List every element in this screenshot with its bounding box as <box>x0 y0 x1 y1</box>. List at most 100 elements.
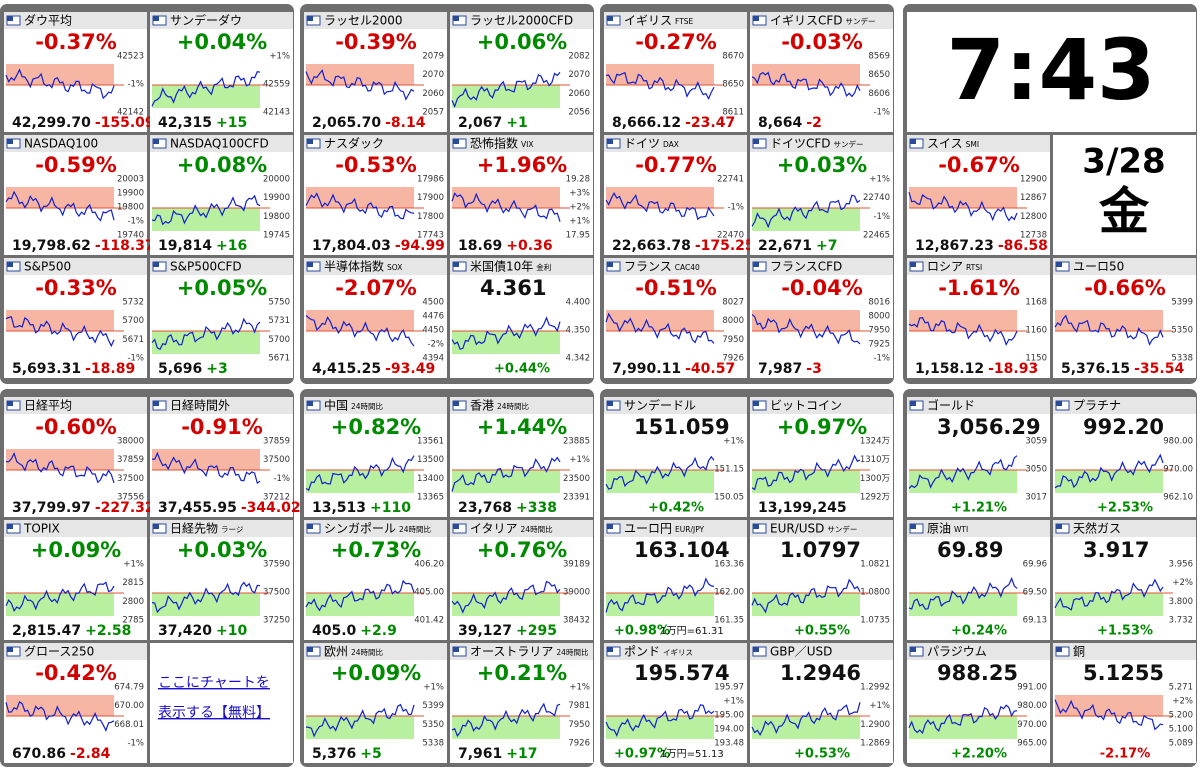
diff: +3 <box>206 361 227 377</box>
axis-label: 5732 <box>122 298 144 308</box>
ticker-name: 天然ガス <box>1073 521 1121 536</box>
tile-header <box>304 258 447 275</box>
price: 5,696 <box>158 361 202 377</box>
axis-label: 1310万 <box>860 455 890 465</box>
ticker-name: 日経平均 <box>24 399 72 413</box>
axis-label: 405.00 <box>414 588 444 598</box>
price: 42,299.70 <box>12 115 91 131</box>
tile-header <box>750 643 893 660</box>
ticker-sub: EUR/JPY <box>675 525 705 534</box>
price-main: 3.917 <box>1083 538 1149 562</box>
tile-bg <box>304 643 447 763</box>
tile-bg <box>450 258 593 378</box>
ad-link[interactable]: ここにチャートを <box>158 675 270 691</box>
axis-label: +1% <box>569 455 590 465</box>
axis-label: 5700 <box>122 316 144 326</box>
change-main: -0.27% <box>635 30 717 54</box>
diff: -18.89 <box>85 361 135 377</box>
axis-label: 39189 <box>563 560 590 570</box>
tile-header <box>1053 643 1196 660</box>
axis-label: 195.97 <box>714 683 744 693</box>
chart-fill <box>1055 695 1163 716</box>
ticker-tile: S&P500CFD 5750 5731 5700 5671 +0.05% 5,696 +3 <box>150 258 293 378</box>
ticker-name: ダウ平均 <box>24 13 72 28</box>
price: 19,798.62 <box>12 238 91 254</box>
axis-label: 8016 <box>868 298 890 308</box>
axis-label: +2% <box>1172 697 1193 707</box>
ticker-tile: スイス SMI 12900 12867 12800 12738 -0.67% 12,867.2… <box>907 135 1050 255</box>
axis-label: 42143 <box>263 108 290 118</box>
tile-header <box>150 258 293 275</box>
price: 18.69 <box>458 238 502 254</box>
diff: +16 <box>216 238 247 254</box>
chart-fill <box>6 695 114 716</box>
ticker-tile: ビットコイン 1324万 1310万 1300万 1292万 +0.97% 13,199,2… <box>750 397 893 517</box>
weekday: 金 <box>1099 183 1150 241</box>
axis-label: +1% <box>869 175 890 185</box>
sparkline <box>908 191 1018 222</box>
sparkline <box>751 454 861 491</box>
axis-label: 162.00 <box>714 588 744 598</box>
axis-label: 5399 <box>1171 298 1193 308</box>
price: 22,663.78 <box>612 238 691 254</box>
sparkline <box>5 581 115 612</box>
tile-header <box>750 12 893 29</box>
axis-label: 22740 <box>863 193 890 203</box>
axis-label: 8650 <box>868 70 890 80</box>
axis-label: 69.96 <box>1023 560 1047 570</box>
axis-label: 37500 <box>263 588 290 598</box>
ticker-tile: 日経先物 ラージ 37590 37500 37250 +0.03% 37,420 +10 <box>150 520 293 640</box>
sparkline <box>1054 314 1164 346</box>
ad-tile <box>150 643 293 763</box>
axis-label: 2070 <box>568 70 590 80</box>
flag-mark <box>7 401 13 406</box>
change-main: -0.59% <box>35 153 117 177</box>
axis-label: 406.20 <box>414 560 444 570</box>
sparkline <box>5 316 115 348</box>
price: 8,666.12 <box>612 115 681 131</box>
ticker-tile: ポンド イギリス 195.97 +1% 195.00 194.00 193.48 195.57… <box>604 643 747 763</box>
price: 12,867.23 <box>915 238 994 254</box>
diff: -93.49 <box>385 361 435 377</box>
ticker-tile: イギリス FTSE 8670 8650 8611 -0.27% 8,666.12 -23.47 <box>604 12 747 132</box>
axis-label: -1% <box>127 80 144 90</box>
chart-fill <box>752 593 860 616</box>
axis-label: 37556 <box>117 493 144 503</box>
ticker-name: イタリア <box>470 522 518 536</box>
chart-fill <box>909 470 1017 493</box>
chart-fill <box>6 449 114 470</box>
chart-fill <box>1055 310 1163 331</box>
clock-tile <box>907 12 1196 132</box>
tile-header <box>304 12 447 29</box>
chart-fill <box>606 64 714 85</box>
axis-label: 19900 <box>117 189 144 199</box>
date: 3/28 <box>1082 142 1165 182</box>
sparkline <box>451 192 561 222</box>
sparkline <box>305 703 415 738</box>
tile-header <box>150 12 293 29</box>
sparkline <box>908 576 1018 610</box>
axis-label: 7950 <box>568 720 590 730</box>
sparkline <box>151 451 261 485</box>
chart-fill <box>452 593 560 616</box>
flag-mark <box>453 401 459 406</box>
axis-label: 5399 <box>422 701 444 711</box>
axis-label: 2060 <box>422 89 444 99</box>
change-main: -0.67% <box>938 153 1020 177</box>
ticker-tile: S&P500 5732 5700 5671 -1% -0.33% 5,693.31 -18.8… <box>4 258 147 378</box>
diff: +15 <box>216 115 247 131</box>
axis-label: 12900 <box>1020 175 1047 185</box>
ticker-name: ユーロ50 <box>1073 260 1124 274</box>
ad-link[interactable]: 表示する【無料】 <box>158 705 270 721</box>
ticker-name: イギリスCFD <box>770 14 843 28</box>
axis-label: 12867 <box>1020 193 1047 203</box>
diff: -3 <box>806 361 822 377</box>
sparkline <box>605 312 715 344</box>
change-main: -0.04% <box>781 276 863 300</box>
axis-label: 8000 <box>868 312 890 322</box>
axis-label: 1168 <box>1025 298 1047 308</box>
price: 23,768 <box>458 500 512 516</box>
change: +1.53% <box>1097 624 1153 639</box>
sparkline <box>305 314 415 347</box>
